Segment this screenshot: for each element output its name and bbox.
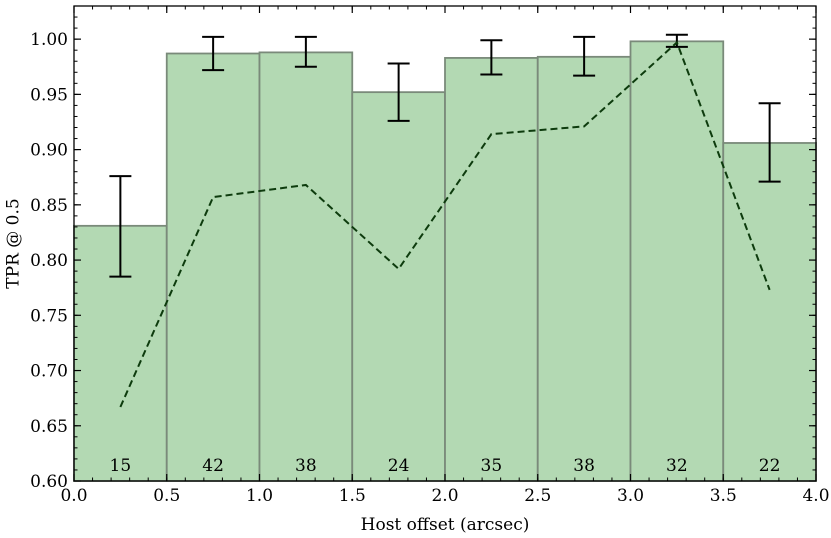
x-tick-label: 1.5 bbox=[339, 486, 366, 506]
bar-count-label: 32 bbox=[666, 456, 688, 476]
y-tick-label: 0.80 bbox=[30, 251, 68, 271]
bar bbox=[536, 55, 632, 482]
bar bbox=[258, 51, 354, 482]
bar bbox=[351, 91, 446, 482]
x-tick-label: 0.5 bbox=[153, 486, 180, 506]
bar bbox=[629, 40, 725, 482]
y-tick-label: 0.85 bbox=[30, 196, 68, 216]
x-tick-label: 3.5 bbox=[710, 486, 737, 506]
bar-count-label: 35 bbox=[481, 456, 503, 476]
x-tick-label: 1.0 bbox=[246, 486, 273, 506]
bar bbox=[722, 142, 817, 482]
bar-count-label: 38 bbox=[295, 456, 317, 476]
x-tick-labels: 0.0 0.5 1.0 1.5 2.0 2.5 3.0 3.5 4.0 bbox=[60, 486, 829, 506]
bar-count-label: 42 bbox=[202, 456, 224, 476]
x-tick-label: 2.0 bbox=[431, 486, 458, 506]
y-tick-label: 0.95 bbox=[30, 85, 68, 105]
bar-count-label: 38 bbox=[573, 456, 595, 476]
bar-count-label: 15 bbox=[110, 456, 132, 476]
y-axis-title: TPR @ 0.5 bbox=[4, 198, 24, 288]
bar bbox=[165, 52, 261, 482]
error-bars bbox=[109, 33, 781, 278]
bar bbox=[444, 57, 539, 482]
dashed-series-line bbox=[119, 40, 771, 408]
x-tick-label: 2.5 bbox=[524, 486, 551, 506]
ticks bbox=[73, 5, 817, 482]
count-labels: 15 42 38 24 35 38 32 22 bbox=[110, 456, 781, 476]
y-tick-label: 0.75 bbox=[30, 306, 68, 326]
bars-layer bbox=[73, 40, 817, 482]
y-tick-label: 0.90 bbox=[30, 141, 68, 161]
y-tick-labels: 0.60 0.65 0.70 0.75 0.80 0.85 0.90 0.95 1.00 bbox=[30, 30, 68, 492]
bar-count-label: 24 bbox=[388, 456, 410, 476]
x-tick-label: 4.0 bbox=[802, 486, 829, 506]
y-tick-label: 0.60 bbox=[30, 472, 68, 492]
bar-count-label: 22 bbox=[759, 456, 781, 476]
y-tick-label: 0.70 bbox=[30, 362, 68, 382]
x-axis-title: Host offset (arcsec) bbox=[361, 515, 530, 535]
x-tick-label: 3.0 bbox=[617, 486, 644, 506]
x-tick-label: 0.0 bbox=[60, 486, 87, 506]
y-tick-label: 0.65 bbox=[30, 417, 68, 437]
dashed-line-layer bbox=[119, 40, 771, 408]
y-tick-label: 1.00 bbox=[30, 30, 68, 50]
